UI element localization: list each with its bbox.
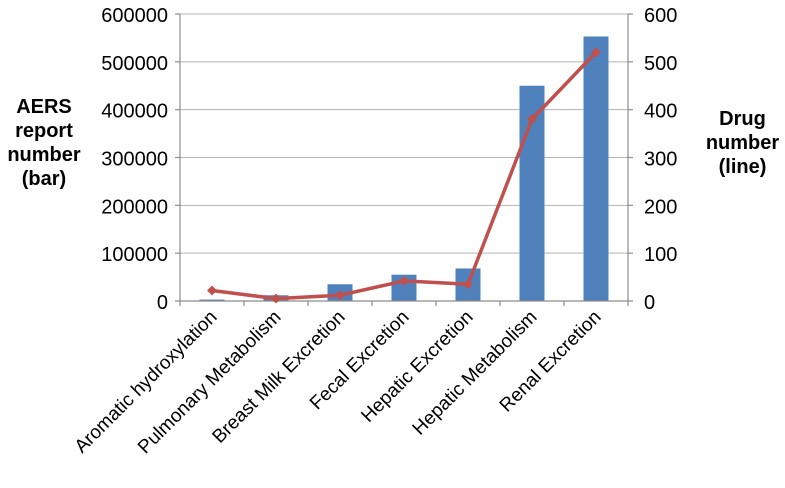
- left-tick-label: 200000: [101, 196, 168, 218]
- left-tick-label: 600000: [101, 5, 168, 27]
- right-tick-label: 0: [644, 292, 655, 314]
- right-axis-title-line: (line): [718, 156, 767, 178]
- bar-series: [199, 36, 609, 302]
- line-series: [207, 47, 601, 304]
- line-point: [335, 290, 345, 301]
- left-axis-title-line: number: [7, 144, 81, 166]
- left-tick-label: 300000: [101, 149, 168, 171]
- right-axis-title-line: number: [705, 132, 780, 154]
- line-point: [207, 285, 217, 296]
- line-point: [271, 293, 281, 304]
- axes: [175, 13, 633, 306]
- line-point: [527, 114, 537, 125]
- left-axis-title-line: AERS: [16, 96, 72, 118]
- bar: [583, 36, 609, 302]
- right-tick-label: 400: [644, 101, 677, 123]
- left-tick-label: 500000: [101, 53, 168, 75]
- line-point: [463, 279, 473, 290]
- line-point: [399, 275, 409, 286]
- line-point: [591, 47, 601, 58]
- right-tick-label: 600: [644, 5, 677, 27]
- left-tick-label: 0: [157, 292, 168, 314]
- right-tick-label: 100: [644, 244, 677, 266]
- right-tick-label: 500: [644, 53, 677, 75]
- category-label: Hepatic Excretion: [357, 307, 477, 427]
- bar: [199, 299, 225, 301]
- left-tick-label: 100000: [101, 244, 168, 266]
- left-axis-title-line: report: [15, 120, 73, 142]
- right-tick-label: 200: [644, 196, 677, 218]
- gridlines: [180, 13, 628, 254]
- right-tick-label: 300: [644, 149, 677, 171]
- right-axis-title-line: Drug: [719, 108, 766, 130]
- category-label: Hepatic Metabolism: [409, 307, 542, 440]
- left-tick-label: 400000: [101, 101, 168, 123]
- right-axis-title: Drug number (line): [705, 107, 780, 179]
- left-axis-title: AERS report number (bar): [0, 95, 88, 191]
- left-axis-title-line: (bar): [21, 168, 67, 190]
